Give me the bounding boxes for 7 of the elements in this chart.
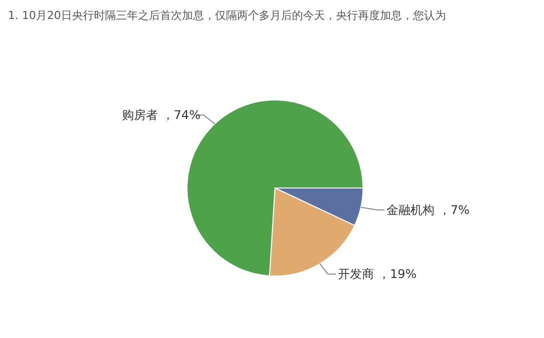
chart-title: 1. 10月20日央行时隔三年之后首次加息，仅隔两个多月后的今天，央行再度加息，您认为	[8, 8, 447, 24]
slice-label: 开发商	[338, 267, 374, 282]
data-label: ，7%	[438, 202, 470, 217]
data-label: ，19%	[378, 267, 417, 282]
slice-label: 购房者	[122, 108, 158, 122]
data-label: ，74%	[162, 108, 200, 122]
slice-label: 金融机构	[386, 202, 434, 217]
